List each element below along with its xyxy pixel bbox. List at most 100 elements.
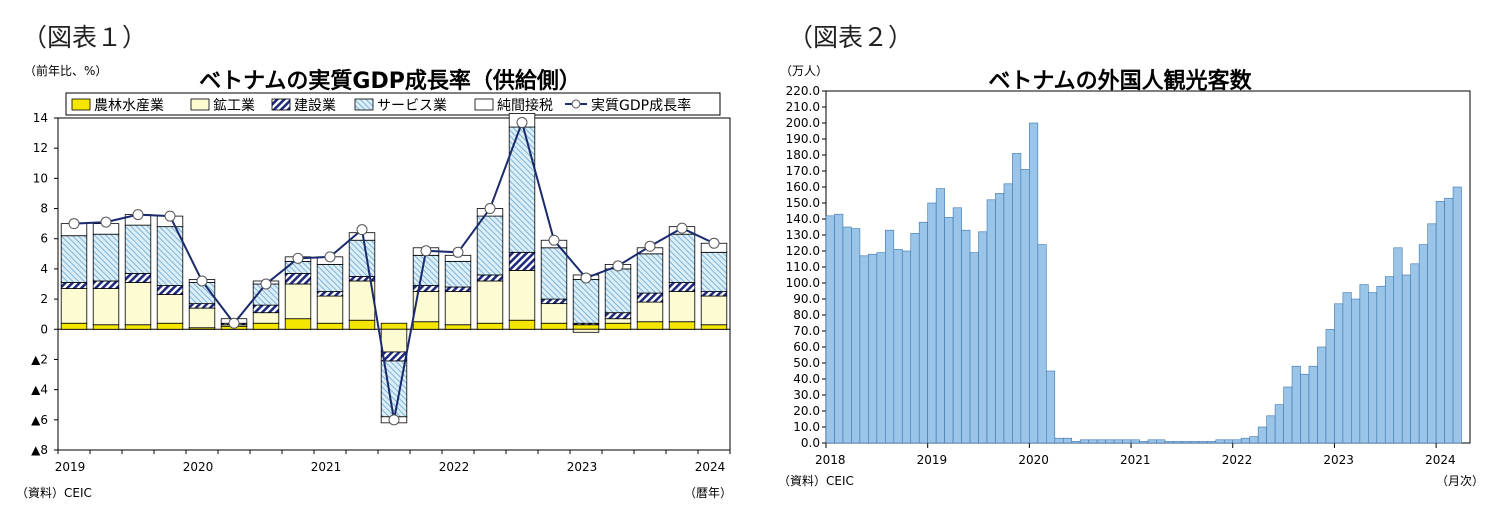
chart1-bar-segment <box>540 322 568 330</box>
chart1-bar-segment <box>668 233 696 283</box>
chart1-bar-segment <box>700 295 728 326</box>
chart2-bar <box>893 249 903 444</box>
chart2-bar <box>1079 439 1089 444</box>
chart1-gdp-point <box>708 237 720 249</box>
chart2-bar <box>1012 153 1022 444</box>
chart1-bar-segment <box>668 282 696 292</box>
chart1-legend-swatch <box>354 98 374 111</box>
chart2-bar <box>1156 439 1166 444</box>
chart2-ytick-label: 30.0 <box>793 388 820 402</box>
chart2-bar <box>1444 197 1454 444</box>
chart1-ytick-label: ▲4 <box>31 383 48 397</box>
chart2-ytick-label: 50.0 <box>793 356 820 370</box>
chart2-ytick-label: 150.0 <box>786 196 820 210</box>
chart2-title: ベトナムの外国人観光客数 <box>988 69 1252 94</box>
chart1-ytick-label: 12 <box>33 141 48 155</box>
chart1-bar-segment <box>156 322 184 330</box>
chart2-bar <box>986 199 996 444</box>
chart2-ytick-label: 70.0 <box>793 324 820 338</box>
chart1-ytick-label: 8 <box>40 202 48 216</box>
chart2-bar <box>868 253 878 444</box>
chart1-bar-segment <box>284 318 312 330</box>
chart1-xtick-label: 2023 <box>567 460 598 474</box>
chart2-ytick-label: 110.0 <box>786 260 820 274</box>
chart1-bar-segment <box>604 312 632 320</box>
chart1-gdp-point <box>164 210 176 222</box>
chart2-bar <box>1351 298 1361 444</box>
chart2-ytick-label: 220.0 <box>786 84 820 98</box>
chart2-bar <box>1164 441 1174 444</box>
chart1-bar-segment <box>444 260 472 288</box>
fig1-label: （図表１） <box>22 23 148 52</box>
chart1-bar-segment <box>316 263 344 292</box>
chart2-bar <box>825 215 835 444</box>
fig1-source: （資料）CEIC <box>16 486 92 500</box>
chart2-bar <box>1139 441 1149 444</box>
chart1-bar-segment <box>636 292 664 303</box>
chart1-bar-segment <box>380 328 408 353</box>
chart1-bar-segment <box>412 321 440 330</box>
chart2-bar <box>876 252 886 444</box>
chart1-bar-segment <box>540 298 568 305</box>
chart2-bar <box>918 221 928 444</box>
chart2-ytick-label: 60.0 <box>793 340 820 354</box>
chart1-bar-segment <box>348 239 376 277</box>
chart1-bar-segment <box>188 307 216 329</box>
chart2-bar <box>1334 303 1344 444</box>
chart1-xtick-label: 2019 <box>55 460 86 474</box>
chart2-xtick-label: 2024 <box>1425 453 1456 467</box>
chart2-ytick-label: 10.0 <box>793 420 820 434</box>
chart2-ytick-label: 190.0 <box>786 132 820 146</box>
chart2-bar <box>1029 122 1039 444</box>
chart1-ytick-label: ▲8 <box>31 443 48 457</box>
chart1-bar-segment <box>252 322 280 330</box>
chart1-bar-segment <box>60 282 88 289</box>
chart1-legend-marker <box>571 99 581 109</box>
chart1-frame <box>57 117 731 451</box>
chart2-bar <box>1359 284 1369 444</box>
chart1-bar-segment <box>444 286 472 292</box>
chart2-bar <box>1105 439 1115 444</box>
chart1-bar-segment <box>156 226 184 286</box>
fig2-x-unit: （月次） <box>1436 474 1485 488</box>
chart2-ytick-label: 170.0 <box>786 164 820 178</box>
chart2-bar <box>1384 276 1395 444</box>
chart1-ytick-label: 4 <box>40 262 48 276</box>
chart2-bar <box>1198 441 1208 444</box>
chart1-bar-segment <box>636 321 664 330</box>
chart1-ytick-label: 14 <box>33 111 48 125</box>
chart2-bar <box>842 226 852 444</box>
chart2-bar <box>1300 373 1310 444</box>
chart1-bar-segment <box>92 324 120 330</box>
chart1-bar-segment <box>188 303 216 309</box>
chart1-bar-segment <box>604 268 632 314</box>
chart1-bar-segment <box>572 324 600 330</box>
chart2-bar <box>1410 263 1420 444</box>
chart2-bar <box>978 231 988 444</box>
chart1-bar-segment <box>604 318 632 324</box>
chart2-bar <box>1122 439 1132 444</box>
chart1-bar-segment <box>540 247 568 300</box>
chart2-ytick-label: 80.0 <box>793 308 820 322</box>
chart2-ytick-label: 130.0 <box>786 228 820 242</box>
chart1-bar-segment <box>668 291 696 323</box>
chart2-bar <box>1376 285 1386 444</box>
chart2-xtick-label: 2021 <box>1120 453 1151 467</box>
chart1-xtick-label: 2021 <box>311 460 342 474</box>
chart1-bar-segment <box>156 285 184 295</box>
chart1-bar-segment <box>92 233 120 282</box>
chart2-bar <box>1037 244 1047 444</box>
chart1-bar-segment <box>444 324 472 330</box>
chart1-xtick-label: 2024 <box>695 460 726 474</box>
chart1-bar-segment <box>284 273 312 285</box>
chart2-bar <box>1325 329 1335 444</box>
chart1-legend-swatch <box>474 98 494 111</box>
chart1-bar-segment <box>252 312 280 324</box>
chart2-bar <box>1130 439 1140 444</box>
chart2-ytick-label: 160.0 <box>786 180 820 194</box>
chart1-bar-segment <box>124 282 152 326</box>
chart1-gdp-point <box>356 224 368 236</box>
chart2-bar <box>1232 439 1242 444</box>
chart1-bar-segment <box>284 283 312 320</box>
chart2-ytick-label: 90.0 <box>793 292 820 306</box>
